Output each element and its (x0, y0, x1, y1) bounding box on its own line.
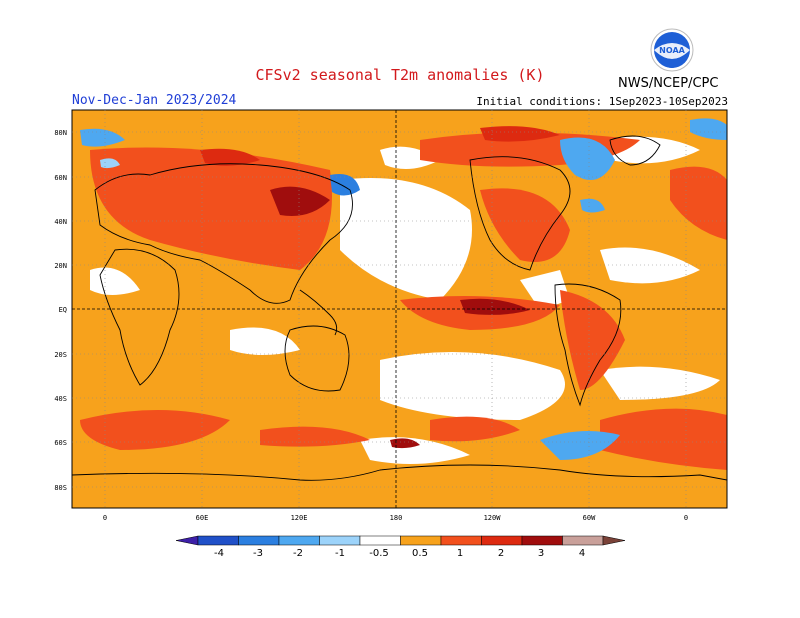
lon-label: 60E (196, 514, 209, 522)
noaa-logo-icon: NOAA (650, 28, 694, 72)
lat-label: 40S (54, 395, 67, 403)
lat-label: 80S (54, 484, 67, 492)
colorbar-label: -2 (293, 548, 303, 559)
lat-label: 20S (54, 351, 67, 359)
latitude-labels: 80N 60N 40N 20N EQ 20S 40S 60S 80S (54, 129, 67, 492)
colorbar-arrow-right (602, 535, 626, 546)
lon-label: 120W (484, 514, 502, 522)
lon-label: 180 (390, 514, 403, 522)
lon-label: 60W (583, 514, 596, 522)
colorbar-swatch (481, 535, 523, 546)
colorbar-label: -4 (214, 548, 224, 559)
agency-label: NWS/NCEP/CPC (618, 76, 719, 91)
colorbar-label: -1 (335, 548, 345, 559)
lon-label: 120E (291, 514, 308, 522)
colorbar-label: 4 (579, 548, 585, 559)
lat-label: 60S (54, 439, 67, 447)
lat-label: 80N (54, 129, 67, 137)
colorbar-swatch (238, 535, 280, 546)
colorbar-label: -3 (253, 548, 263, 559)
logo-text: NOAA (659, 46, 685, 55)
colorbar-label: -0.5 (369, 548, 389, 559)
initial-conditions-label: Initial conditions: 1Sep2023-10Sep2023 (476, 95, 728, 108)
lat-label: 40N (54, 218, 67, 226)
longitude-labels: 0 60E 120E 180 120W 60W 0 (103, 514, 688, 522)
colorbar-label: 3 (538, 548, 544, 559)
colorbar-arrow-left (175, 535, 199, 546)
lon-label: 0 (684, 514, 688, 522)
lat-label: 20N (54, 262, 67, 270)
season-label: Nov-Dec-Jan 2023/2024 (72, 93, 237, 108)
lat-label: 60N (54, 174, 67, 182)
colorbar-label: 1 (457, 548, 463, 559)
lat-label: EQ (59, 306, 67, 314)
map-field (72, 110, 727, 508)
colorbar-swatch (400, 535, 442, 546)
colorbar-swatch (278, 535, 320, 546)
lon-label: 0 (103, 514, 107, 522)
colorbar-swatch (562, 535, 604, 546)
colorbar-swatch (440, 535, 482, 546)
colorbar-labels: -4 -3 -2 -1 -0.5 0.5 1 2 3 4 (214, 548, 585, 559)
colorbar-swatch (319, 535, 361, 546)
colorbar-label: 2 (498, 548, 504, 559)
coastlines (72, 135, 727, 481)
colorbar-swatch (197, 535, 239, 546)
map-title: CFSv2 seasonal T2m anomalies (K) (255, 66, 545, 84)
colorbar-swatch (359, 535, 401, 546)
colorbar-label: 0.5 (412, 548, 428, 559)
colorbar-swatch (521, 535, 563, 546)
colorbar (175, 535, 626, 546)
